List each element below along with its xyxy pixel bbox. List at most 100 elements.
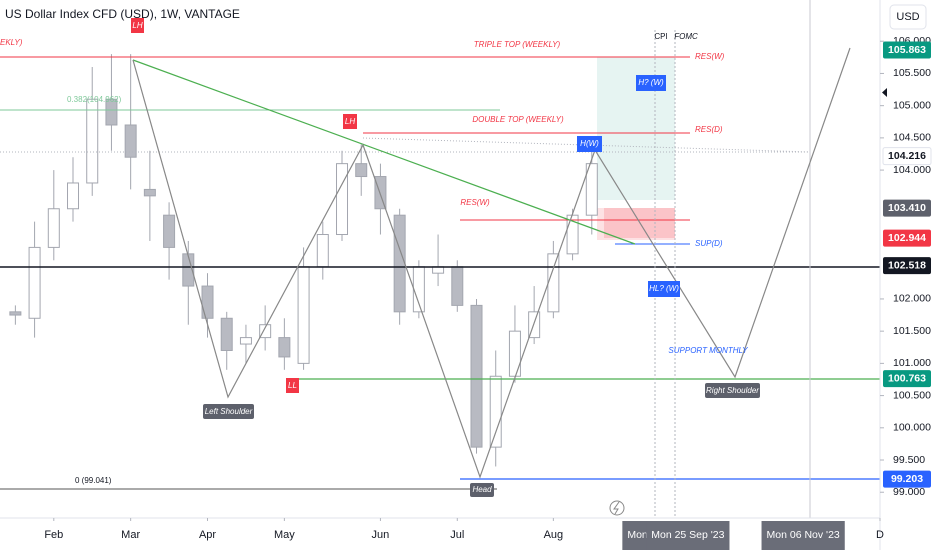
y-tick-label: 104.000 — [893, 164, 931, 176]
y-tick-label: 100.500 — [893, 389, 931, 401]
candle-body — [470, 304, 483, 448]
annotation: DOUBLE TOP (WEEKLY) — [472, 115, 564, 124]
price-badge — [883, 370, 931, 388]
annotation: CPI — [654, 32, 667, 41]
x-tick-label: Jun — [372, 529, 390, 541]
candle-body — [585, 163, 598, 216]
x-tick-label: Feb — [44, 529, 63, 541]
tag: LH — [345, 117, 355, 126]
tag: H? (W) — [638, 78, 664, 87]
annotation: RES(W) — [695, 52, 725, 61]
candle-body — [259, 324, 272, 339]
currency-label[interactable]: USD — [896, 11, 919, 23]
candle-body — [451, 266, 464, 306]
candle-body — [374, 176, 387, 210]
price-badge-label: 102.944 — [888, 232, 926, 244]
annotation: RES(D) — [695, 125, 723, 134]
candle-body — [163, 214, 176, 248]
price-badge-label: 99.203 — [891, 473, 923, 485]
annotation: SUP(D) — [695, 239, 723, 248]
candle-body — [182, 253, 195, 287]
tag: LL — [288, 381, 297, 390]
candle-body — [336, 163, 349, 236]
candle-body — [220, 317, 233, 351]
tag-box — [577, 136, 602, 152]
x-tick-label: Jul — [450, 529, 464, 541]
candle-body — [143, 188, 156, 197]
tag-box — [648, 281, 680, 297]
annotation: EKLY) — [0, 38, 23, 47]
y-tick-label: 102.000 — [893, 293, 931, 305]
candle-body — [67, 182, 80, 210]
candle-body — [47, 208, 60, 248]
x-tick-label: Mar — [121, 529, 140, 541]
tag-box — [636, 75, 666, 91]
tag: Left Shoulder — [205, 407, 253, 416]
price-badge-label: 105.863 — [888, 44, 926, 56]
candle-body — [105, 98, 118, 126]
tag: H(W) — [580, 139, 599, 148]
candle-body — [355, 163, 368, 178]
time-badge-label: Mon 06 Nov '23 — [767, 529, 840, 541]
annotation: 0 (99.041) — [75, 476, 112, 485]
y-tick-label: 104.500 — [893, 132, 931, 144]
y-tick-label: 101.500 — [893, 325, 931, 337]
price-badge — [883, 470, 931, 488]
annotation: TRIPLE TOP (WEEKLY) — [474, 40, 561, 49]
y-tick-label: 101.000 — [893, 357, 931, 369]
y-tick-label: 100.000 — [893, 422, 931, 434]
tag-box — [286, 378, 299, 393]
chart-title: US Dollar Index CFD (USD), 1W, VANTAGE — [5, 7, 240, 21]
x-tick-label: Aug — [544, 529, 564, 541]
candle-body — [278, 337, 291, 358]
price-badge — [883, 41, 931, 59]
price-badge — [883, 257, 931, 275]
price-badge-label: 103.410 — [888, 202, 926, 214]
tag-box — [343, 114, 357, 129]
candle-body — [9, 311, 22, 316]
x-tick-label: D — [876, 529, 884, 541]
annotation: FOMC — [674, 32, 698, 41]
y-tick-label: 105.500 — [893, 67, 931, 79]
candle-body — [297, 266, 310, 364]
candle-body — [201, 285, 214, 319]
candle-body — [393, 214, 406, 313]
drawings — [0, 0, 887, 550]
tag: HL? (W) — [649, 284, 679, 293]
time-badge — [646, 521, 730, 550]
x-tick-label: Apr — [199, 529, 216, 541]
candle-body — [86, 98, 99, 184]
annotation: RES(W) — [460, 198, 490, 207]
tag-box — [203, 404, 254, 419]
annotation: 0.382(104.962) — [67, 95, 122, 104]
y-tick-label: 99.500 — [893, 454, 925, 466]
tag: Head — [472, 485, 492, 494]
candle-body — [124, 124, 137, 158]
x-tick-label: May — [274, 529, 295, 541]
tag: Right Shoulder — [706, 386, 759, 395]
candle-body — [28, 246, 41, 319]
candle-body — [239, 337, 252, 345]
y-tick-label: 99.000 — [893, 486, 925, 498]
candle-body — [489, 375, 502, 448]
price-badge — [883, 199, 931, 217]
price-badge-label: 100.763 — [888, 372, 926, 384]
currency-button[interactable] — [889, 4, 927, 30]
candle-body — [547, 253, 560, 313]
candle-body — [508, 330, 521, 377]
price-badge-label: 102.518 — [888, 259, 926, 271]
price-badge — [883, 229, 931, 247]
annotation: SUPPORT MONTHLY — [668, 346, 748, 355]
tag-box — [470, 483, 494, 497]
price-badge — [882, 147, 932, 166]
candles — [9, 54, 598, 467]
y-tick-label: 105.000 — [893, 99, 931, 111]
price-badge-label: 104.216 — [888, 150, 926, 162]
time-badge-label: Mon 25 Sep '23 — [651, 529, 724, 541]
candle-body — [316, 234, 329, 268]
tag-box — [131, 18, 144, 33]
tag-box — [705, 383, 760, 398]
time-badge — [761, 521, 845, 550]
tag: LH — [132, 21, 142, 30]
